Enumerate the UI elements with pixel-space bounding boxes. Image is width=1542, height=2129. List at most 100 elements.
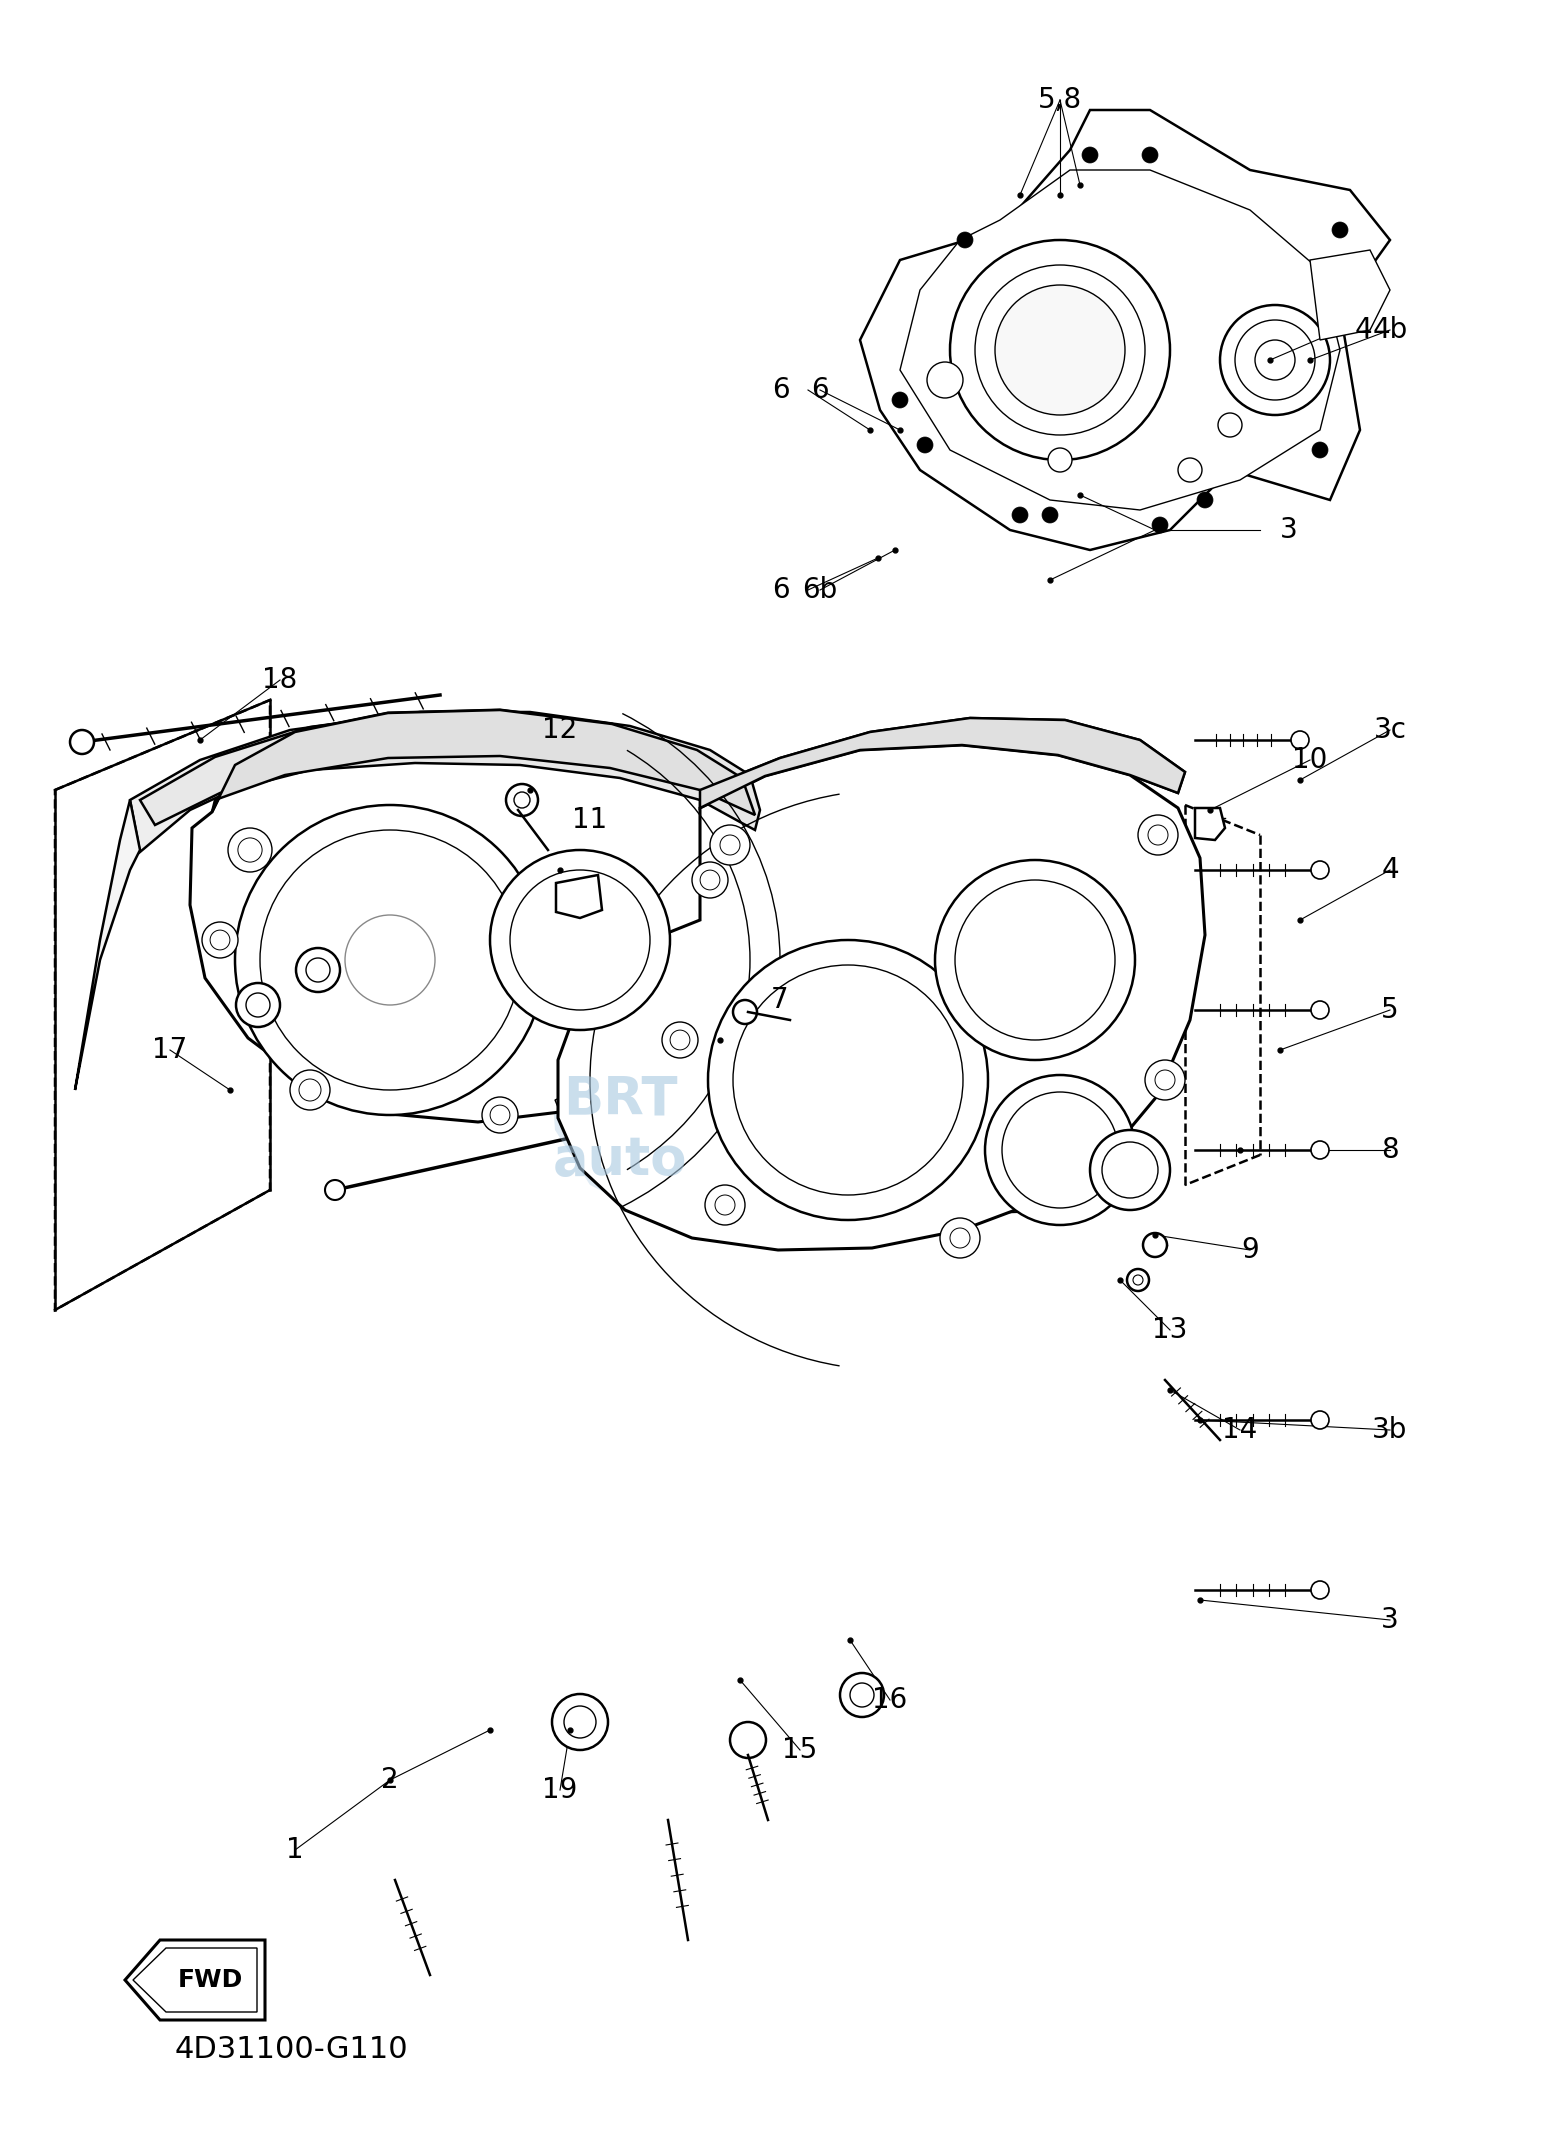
Circle shape: [510, 871, 651, 1009]
Circle shape: [1332, 221, 1348, 238]
Circle shape: [1311, 1412, 1329, 1429]
Polygon shape: [76, 801, 140, 1090]
Circle shape: [1082, 147, 1098, 164]
Circle shape: [1143, 1233, 1167, 1256]
Circle shape: [1049, 447, 1072, 473]
Circle shape: [296, 947, 339, 992]
Text: 19: 19: [543, 1776, 578, 1803]
Polygon shape: [133, 1948, 258, 2012]
Circle shape: [1146, 1060, 1184, 1101]
Polygon shape: [56, 700, 270, 1309]
Circle shape: [729, 1722, 766, 1759]
Text: 12: 12: [543, 715, 578, 743]
Circle shape: [732, 1001, 757, 1024]
Circle shape: [950, 241, 1170, 460]
Circle shape: [671, 1030, 689, 1050]
Circle shape: [1312, 443, 1328, 458]
Circle shape: [1220, 304, 1331, 415]
Polygon shape: [140, 711, 760, 830]
Circle shape: [210, 930, 230, 950]
Text: 7: 7: [771, 986, 790, 1013]
Polygon shape: [700, 717, 1184, 809]
Circle shape: [720, 835, 740, 856]
Circle shape: [1127, 1269, 1149, 1290]
Polygon shape: [190, 709, 756, 1122]
Text: 4D31100-G110: 4D31100-G110: [174, 2035, 409, 2065]
Circle shape: [234, 805, 544, 1116]
Text: 4: 4: [1382, 856, 1399, 884]
Polygon shape: [1311, 249, 1389, 341]
Text: 4b: 4b: [1372, 315, 1408, 345]
Text: 16: 16: [873, 1686, 908, 1714]
Circle shape: [1178, 458, 1203, 481]
Text: 13: 13: [1152, 1316, 1187, 1343]
Text: 18: 18: [262, 666, 298, 694]
Circle shape: [299, 1079, 321, 1101]
Circle shape: [950, 1228, 970, 1248]
Circle shape: [700, 871, 720, 890]
Polygon shape: [130, 715, 760, 852]
Circle shape: [1255, 341, 1295, 379]
Circle shape: [564, 1705, 597, 1737]
Circle shape: [1197, 492, 1214, 509]
Circle shape: [1311, 1582, 1329, 1599]
Polygon shape: [550, 928, 921, 1235]
Text: 15: 15: [782, 1735, 817, 1765]
Circle shape: [1143, 147, 1158, 164]
Circle shape: [513, 792, 530, 809]
Circle shape: [1103, 1141, 1158, 1199]
Circle shape: [732, 964, 964, 1194]
Circle shape: [709, 826, 749, 864]
Text: 8: 8: [1382, 1137, 1399, 1165]
Polygon shape: [211, 709, 756, 815]
Circle shape: [927, 362, 964, 398]
Circle shape: [483, 1096, 518, 1133]
Text: 9: 9: [1241, 1237, 1258, 1265]
Circle shape: [228, 828, 271, 873]
Polygon shape: [860, 111, 1389, 549]
Text: 6: 6: [773, 577, 790, 605]
Polygon shape: [1195, 809, 1224, 841]
Circle shape: [490, 1105, 510, 1124]
Text: 3c: 3c: [1374, 715, 1406, 743]
Circle shape: [1311, 1141, 1329, 1158]
Circle shape: [662, 1022, 699, 1058]
Circle shape: [840, 1673, 884, 1716]
Text: 10: 10: [1292, 745, 1328, 775]
Circle shape: [325, 1179, 345, 1201]
Circle shape: [985, 1075, 1135, 1224]
Circle shape: [917, 436, 933, 453]
Circle shape: [708, 941, 988, 1220]
Circle shape: [975, 264, 1146, 434]
Text: 2: 2: [381, 1765, 399, 1795]
Polygon shape: [125, 1940, 265, 2020]
Circle shape: [552, 1695, 608, 1750]
Text: 5,8: 5,8: [1038, 85, 1082, 115]
Circle shape: [236, 984, 281, 1026]
Circle shape: [1155, 1071, 1175, 1090]
Text: 3: 3: [1280, 515, 1298, 545]
Polygon shape: [558, 745, 1204, 1250]
Circle shape: [1218, 413, 1241, 436]
Polygon shape: [700, 717, 1184, 809]
Circle shape: [1147, 826, 1167, 845]
Text: BRT
auto: BRT auto: [552, 1073, 688, 1186]
Text: FWD: FWD: [177, 1967, 242, 1993]
Text: 5: 5: [1382, 996, 1399, 1024]
Circle shape: [995, 285, 1126, 415]
Text: 11: 11: [572, 807, 608, 835]
Circle shape: [1002, 1092, 1118, 1207]
Circle shape: [1152, 517, 1167, 532]
Circle shape: [850, 1684, 874, 1707]
Circle shape: [305, 958, 330, 981]
Circle shape: [891, 392, 908, 409]
Text: 14: 14: [1223, 1416, 1258, 1443]
Polygon shape: [557, 875, 601, 918]
Text: 17: 17: [153, 1037, 188, 1064]
Text: 6: 6: [773, 377, 790, 405]
Circle shape: [1042, 507, 1058, 524]
Circle shape: [954, 879, 1115, 1039]
Text: 3: 3: [1382, 1605, 1399, 1633]
Text: 6b: 6b: [802, 577, 837, 605]
Circle shape: [69, 730, 94, 754]
